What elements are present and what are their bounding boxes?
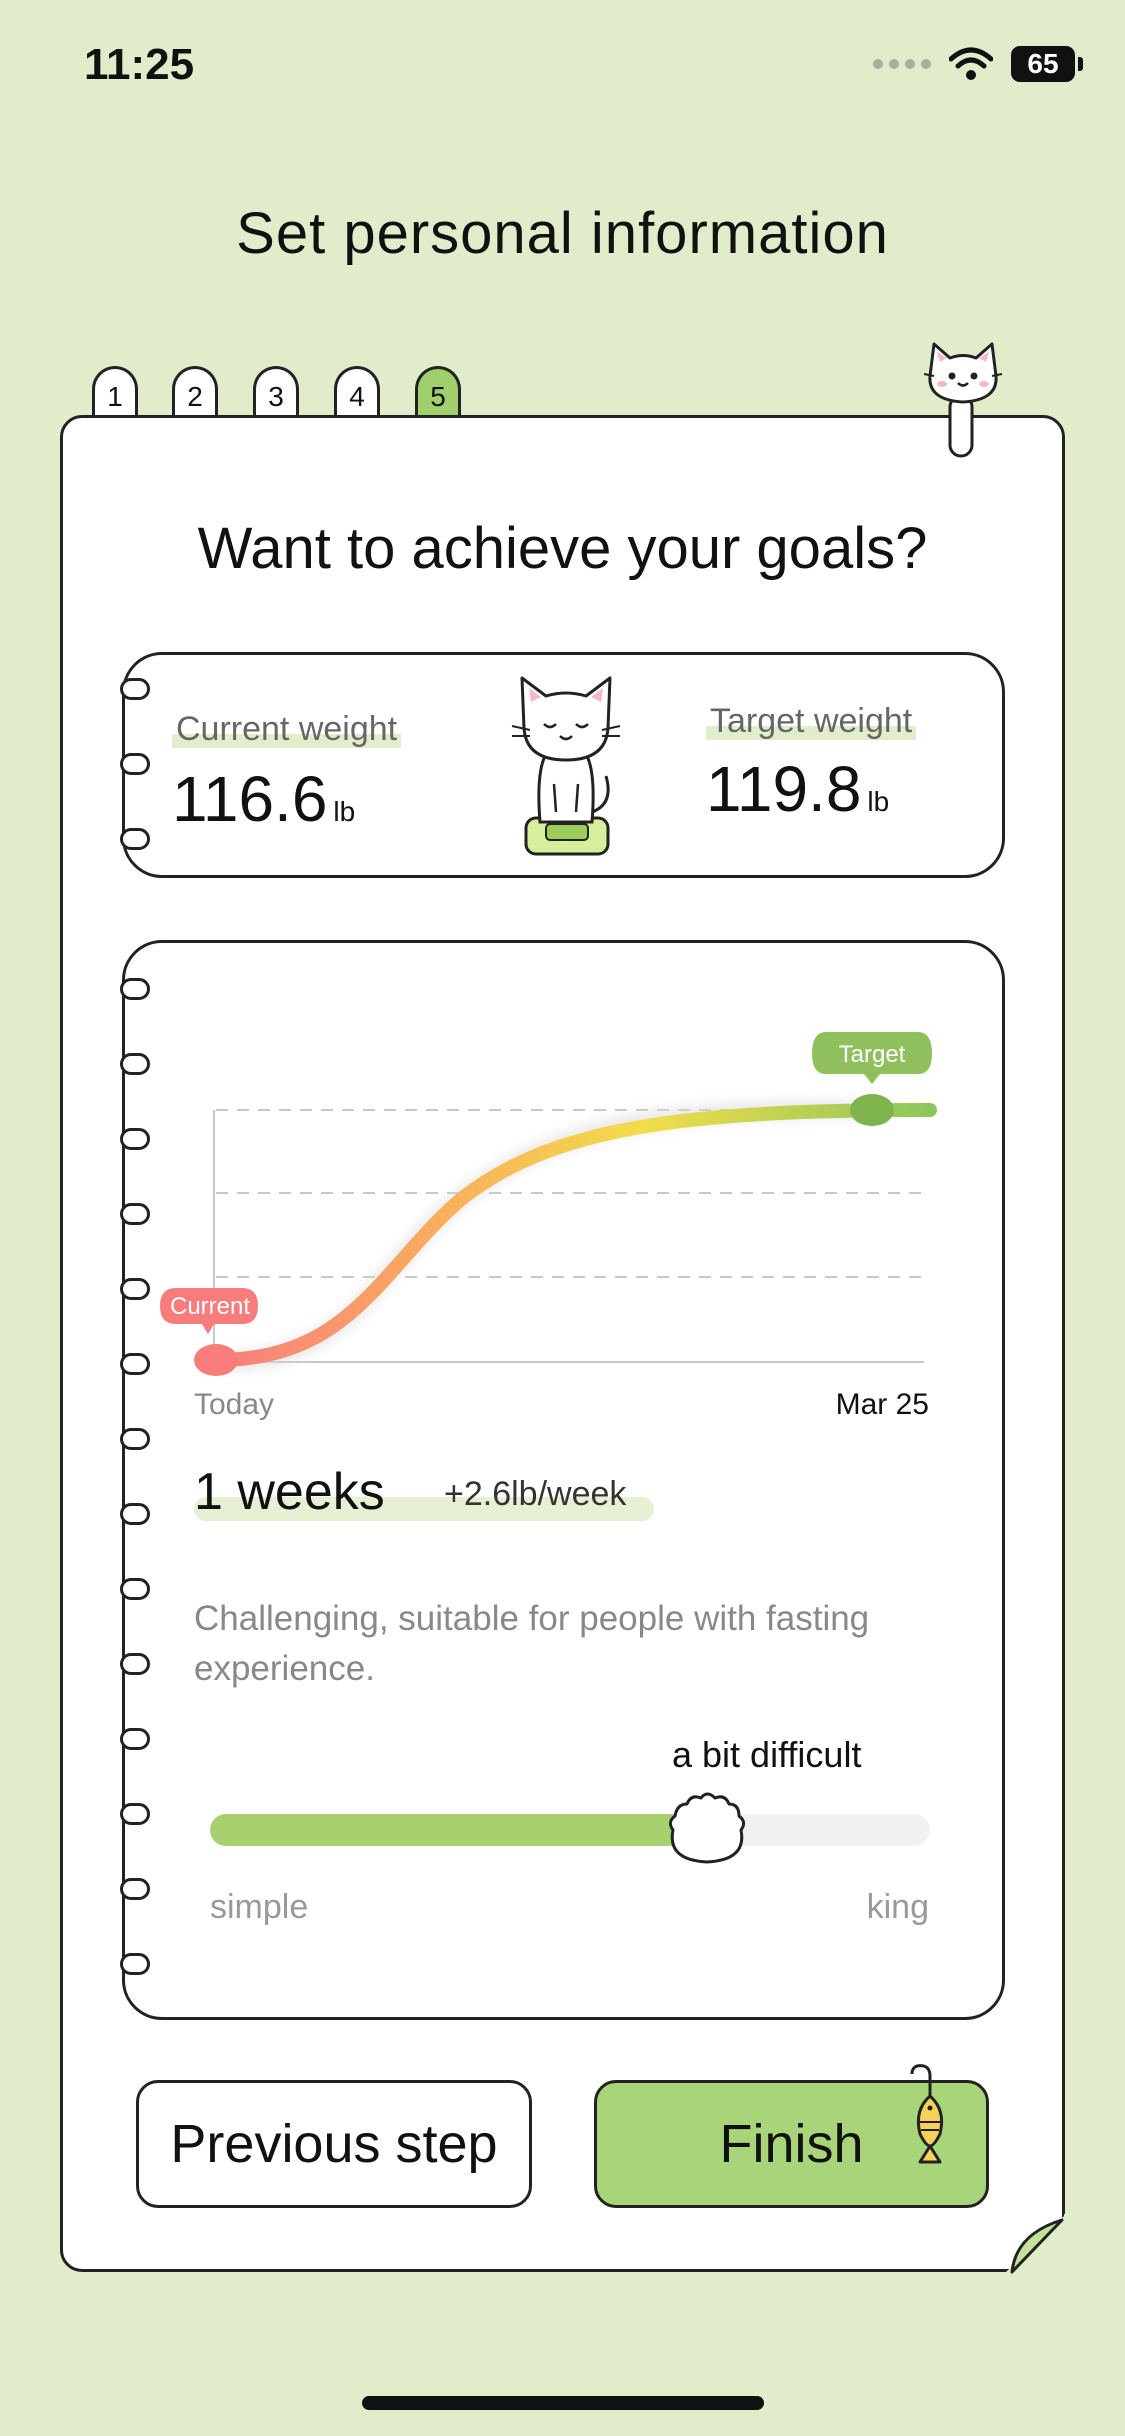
binder-ring: [120, 1578, 150, 1600]
cellular-signal-icon: [873, 59, 931, 69]
target-tag-label: Target: [838, 1041, 906, 1068]
chart-x-end-label: Mar 25: [835, 1388, 929, 1421]
page-fold-corner: [1006, 2214, 1068, 2276]
status-icons: 65: [873, 46, 1083, 82]
step-tab-4[interactable]: 4: [334, 366, 380, 418]
status-time: 11:25: [84, 40, 195, 89]
current-tag-label: Current: [169, 1293, 251, 1320]
binder-ring: [120, 978, 150, 1000]
binder-ring: [120, 1953, 150, 1975]
binder-ring: [120, 1653, 150, 1675]
step-tab-3[interactable]: 3: [253, 366, 299, 418]
weight-progress-chart: [160, 1032, 937, 1376]
current-weight-unit: lb: [333, 796, 356, 827]
target-weight-value: 119.8: [706, 753, 862, 825]
step-tab-2[interactable]: 2: [172, 366, 218, 418]
difficulty-slider-fill: [210, 1814, 707, 1846]
home-indicator: [362, 2396, 764, 2410]
binder-ring: [120, 1428, 150, 1450]
current-weight-value-wrap: 116.6 lb: [172, 762, 355, 836]
current-weight-value: 116.6: [172, 763, 328, 835]
target-weight-label-wrap: Target weight: [706, 702, 917, 741]
step-tab-5[interactable]: 5: [415, 366, 461, 418]
binder-ring: [120, 753, 150, 775]
binder-ring: [120, 1503, 150, 1525]
binder-ring: [120, 828, 150, 850]
paw-slider-handle-icon[interactable]: [665, 1790, 749, 1866]
plan-description: Challenging, suitable for people with fa…: [194, 1599, 870, 1688]
step-tab-1[interactable]: 1: [92, 366, 138, 418]
card-title: Want to achieve your goals?: [197, 516, 928, 581]
battery-level: 65: [1027, 48, 1059, 79]
current-weight-label-wrap: Current weight: [172, 710, 402, 749]
target-point: [850, 1094, 894, 1126]
weight-trend-line: [209, 1103, 937, 1367]
binder-ring: [120, 1803, 150, 1825]
plan-duration: 1 weeks: [194, 1463, 385, 1521]
cat-clip-icon: [923, 342, 1003, 458]
binder-ring: [120, 1278, 150, 1300]
binder-ring: [120, 1878, 150, 1900]
finish-button-label: Finish: [719, 2114, 864, 2174]
target-weight-label: Target weight: [706, 702, 917, 740]
target-weight-value-wrap: 119.8 lb: [706, 752, 889, 826]
current-weight-label: Current weight: [172, 710, 402, 748]
battery-icon: 65: [1011, 46, 1083, 82]
slider-min-label: simple: [210, 1888, 309, 1926]
fish-icon: [910, 2064, 944, 2164]
page-title: Set personal information: [236, 201, 889, 266]
current-point: [194, 1344, 238, 1376]
target-tag-shape: [812, 1032, 932, 1084]
duration-highlight: [194, 1497, 654, 1521]
target-weight-unit: lb: [867, 786, 890, 817]
wifi-icon: [949, 47, 993, 80]
difficulty-label: a bit difficult: [672, 1734, 862, 1775]
binder-ring: [120, 1128, 150, 1150]
previous-step-button[interactable]: Previous step: [136, 2080, 532, 2208]
binder-ring: [120, 1353, 150, 1375]
chart-x-start-label: Today: [194, 1388, 275, 1421]
binder-ring: [120, 1053, 150, 1075]
cat-on-scale-illustration: [511, 676, 621, 856]
plan-rate: +2.6lb/week: [444, 1475, 627, 1513]
slider-max-label: king: [866, 1888, 929, 1926]
current-tag-shape: [160, 1288, 258, 1334]
binder-ring: [120, 678, 150, 700]
binder-ring: [120, 1203, 150, 1225]
binder-ring: [120, 1728, 150, 1750]
